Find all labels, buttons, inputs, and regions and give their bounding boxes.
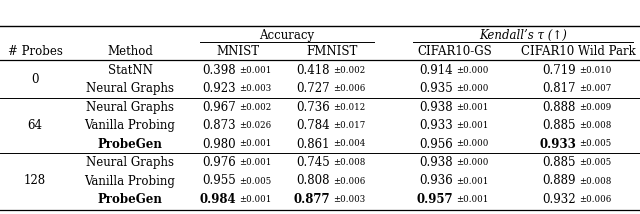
Text: ±0.006: ±0.006 [579, 195, 611, 204]
Text: FMNIST: FMNIST [307, 45, 358, 58]
Text: 0.889: 0.889 [543, 174, 576, 187]
Text: ±0.006: ±0.006 [333, 177, 365, 186]
Text: 0.885: 0.885 [543, 156, 576, 169]
Text: ±0.001: ±0.001 [456, 177, 488, 186]
Text: ±0.001: ±0.001 [239, 65, 271, 74]
Text: ProbeGen: ProbeGen [97, 193, 163, 206]
Text: 0.888: 0.888 [543, 101, 576, 113]
Text: 128: 128 [24, 174, 46, 187]
Text: 0.935: 0.935 [419, 82, 453, 95]
Text: Neural Graphs: Neural Graphs [86, 82, 174, 95]
Text: ±0.000: ±0.000 [456, 140, 488, 149]
Text: 0.914: 0.914 [419, 64, 453, 76]
Text: 0.956: 0.956 [419, 138, 453, 150]
Text: 0.967: 0.967 [202, 101, 236, 113]
Text: ±0.001: ±0.001 [456, 103, 488, 111]
Text: ±0.001: ±0.001 [456, 195, 488, 204]
Text: 0.727: 0.727 [296, 82, 330, 95]
Text: ±0.007: ±0.007 [579, 84, 611, 93]
Text: Vanilla Probing: Vanilla Probing [84, 174, 175, 187]
Text: Neural Graphs: Neural Graphs [86, 156, 174, 169]
Text: Neural Graphs: Neural Graphs [86, 101, 174, 113]
Text: 0.923: 0.923 [202, 82, 236, 95]
Text: Accuracy: Accuracy [259, 28, 315, 42]
Text: ±0.009: ±0.009 [579, 103, 611, 111]
Text: ±0.000: ±0.000 [456, 84, 488, 93]
Text: ±0.003: ±0.003 [333, 195, 365, 204]
Text: 0.932: 0.932 [542, 193, 576, 206]
Text: 0.719: 0.719 [542, 64, 576, 76]
Text: 0.976: 0.976 [202, 156, 236, 169]
Text: 0.955: 0.955 [202, 174, 236, 187]
Text: ±0.000: ±0.000 [456, 158, 488, 167]
Text: 0.980: 0.980 [202, 138, 236, 150]
Text: CIFAR10-GS: CIFAR10-GS [418, 45, 492, 58]
Text: 0.938: 0.938 [419, 156, 453, 169]
Text: StatNN: StatNN [108, 64, 152, 76]
Text: 0.957: 0.957 [417, 193, 453, 206]
Text: 0.398: 0.398 [202, 64, 236, 76]
Text: 0.984: 0.984 [200, 193, 236, 206]
Text: 64: 64 [28, 119, 42, 132]
Text: 0.885: 0.885 [543, 119, 576, 132]
Text: ±0.001: ±0.001 [239, 195, 271, 204]
Text: 0.736: 0.736 [296, 101, 330, 113]
Text: ProbeGen: ProbeGen [97, 138, 163, 150]
Text: ±0.001: ±0.001 [239, 158, 271, 167]
Text: 0.936: 0.936 [419, 174, 453, 187]
Text: ±0.002: ±0.002 [333, 65, 365, 74]
Text: ±0.001: ±0.001 [456, 121, 488, 130]
Text: ±0.008: ±0.008 [579, 121, 611, 130]
Text: 0.933: 0.933 [419, 119, 453, 132]
Text: 0.745: 0.745 [296, 156, 330, 169]
Text: ±0.008: ±0.008 [579, 177, 611, 186]
Text: ±0.012: ±0.012 [333, 103, 365, 111]
Text: CIFAR10 Wild Park: CIFAR10 Wild Park [520, 45, 636, 58]
Text: 0: 0 [31, 73, 39, 86]
Text: ±0.000: ±0.000 [456, 65, 488, 74]
Text: Vanilla Probing: Vanilla Probing [84, 119, 175, 132]
Text: 0.873: 0.873 [202, 119, 236, 132]
Text: 0.877: 0.877 [293, 193, 330, 206]
Text: ±0.001: ±0.001 [239, 140, 271, 149]
Text: 0.784: 0.784 [296, 119, 330, 132]
Text: ±0.008: ±0.008 [333, 158, 365, 167]
Text: ±0.010: ±0.010 [579, 65, 611, 74]
Text: 0.817: 0.817 [543, 82, 576, 95]
Text: 0.808: 0.808 [296, 174, 330, 187]
Text: ±0.005: ±0.005 [579, 158, 611, 167]
Text: ±0.002: ±0.002 [239, 103, 271, 111]
Text: ±0.004: ±0.004 [333, 140, 365, 149]
Text: ±0.017: ±0.017 [333, 121, 365, 130]
Text: # Probes: # Probes [8, 45, 63, 58]
Text: 0.933: 0.933 [539, 138, 576, 150]
Text: Method: Method [107, 45, 153, 58]
Text: MNIST: MNIST [216, 45, 260, 58]
Text: ±0.005: ±0.005 [579, 140, 611, 149]
Text: 0.418: 0.418 [296, 64, 330, 76]
Text: Kendall’s τ (↑): Kendall’s τ (↑) [479, 28, 567, 42]
Text: ±0.026: ±0.026 [239, 121, 271, 130]
Text: ±0.005: ±0.005 [239, 177, 271, 186]
Text: ±0.006: ±0.006 [333, 84, 365, 93]
Text: 0.861: 0.861 [296, 138, 330, 150]
Text: 0.938: 0.938 [419, 101, 453, 113]
Text: ±0.003: ±0.003 [239, 84, 271, 93]
